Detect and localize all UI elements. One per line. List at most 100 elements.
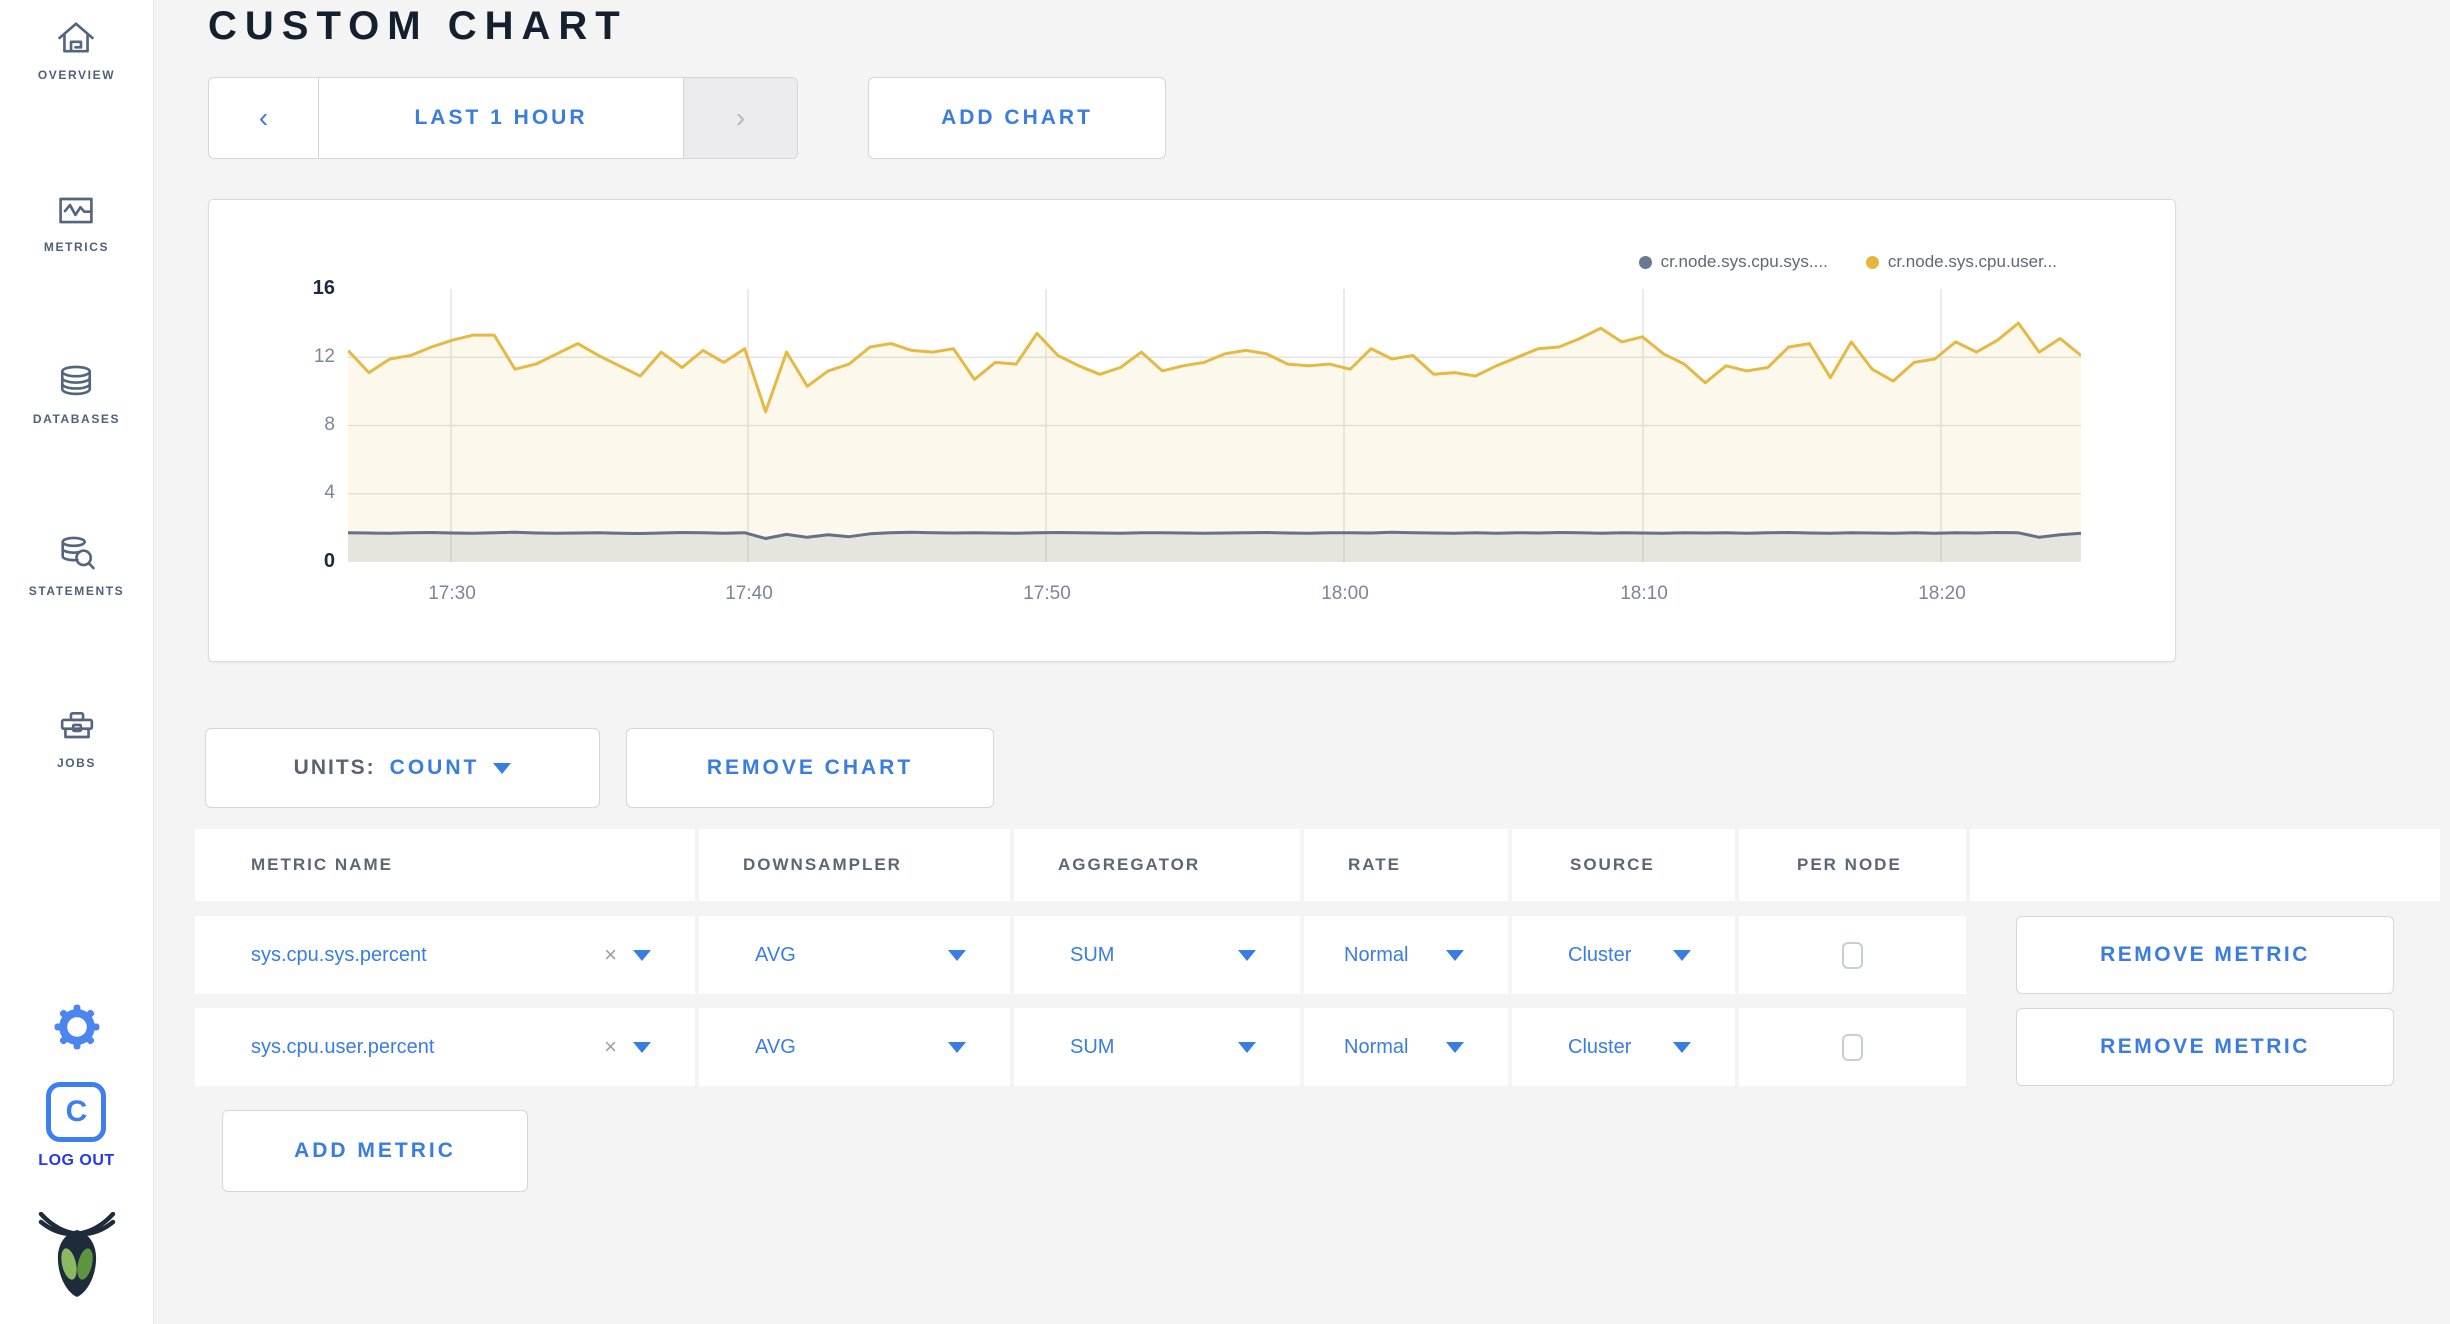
remove-metric-button[interactable]: REMOVE METRIC [2016,916,2394,994]
source-value: Cluster [1568,1035,1632,1058]
metric-name-dropdown[interactable]: sys.cpu.sys.percent × [195,916,695,994]
col-header-aggregator: AGGREGATOR [1014,829,1300,901]
col-header-rate: RATE [1304,829,1508,901]
x-axis-tick: 17:40 [725,583,773,604]
downsampler-value: AVG [755,1035,796,1058]
toolbar: ‹ LAST 1 HOUR › ADD CHART [208,77,2450,159]
time-range-selector: ‹ LAST 1 HOUR › [208,77,798,159]
statements-search-icon [60,536,95,570]
chevron-right-icon: › [735,102,746,133]
home-icon [58,22,95,53]
sidebar-item-databases[interactable]: DATABASES [33,360,120,426]
legend-dot-sys [1638,255,1652,269]
time-range-dropdown[interactable]: LAST 1 HOUR [319,78,683,158]
aggregator-dropdown[interactable]: SUM [1014,1008,1300,1086]
sidebar-item-statements[interactable]: STATEMENTS [29,532,125,598]
rate-dropdown[interactable]: Normal [1304,1008,1508,1086]
metrics-table: METRIC NAME DOWNSAMPLER AGGREGATOR RATE … [195,829,2440,1086]
col-header-downsampler: DOWNSAMPLER [699,829,1010,901]
rate-value: Normal [1344,943,1409,966]
table-row: sys.cpu.user.percent × AVG SUM Normal Cl… [195,1008,2440,1086]
chevron-down-icon [948,1041,966,1053]
metric-name-value: sys.cpu.user.percent [251,1035,435,1058]
time-range-label: LAST 1 HOUR [414,106,588,129]
aggregator-dropdown[interactable]: SUM [1014,916,1300,994]
downsampler-value: AVG [755,943,796,966]
units-dropdown[interactable]: UNITS: COUNT [205,728,600,808]
remove-chart-button[interactable]: REMOVE CHART [626,728,994,808]
clear-metric-icon[interactable]: × [604,1034,617,1059]
metric-name-dropdown[interactable]: sys.cpu.user.percent × [195,1008,695,1086]
table-row: sys.cpu.sys.percent × AVG SUM Normal Clu… [195,916,2440,994]
downsampler-dropdown[interactable]: AVG [699,1008,1010,1086]
units-value: COUNT [389,756,480,779]
sidebar-item-jobs[interactable]: JOBS [55,704,99,770]
sidebar-item-overview[interactable]: OVERVIEW [38,16,115,82]
aggregator-value: SUM [1070,1035,1115,1058]
chevron-down-icon [1673,949,1691,961]
table-header-row: METRIC NAME DOWNSAMPLER AGGREGATOR RATE … [195,829,2440,901]
legend-item-user: cr.node.sys.cpu.user... [1865,252,2057,272]
briefcase-icon [60,712,93,739]
main-content: CUSTOM CHART ‹ LAST 1 HOUR › ADD CHART c… [154,0,2450,1324]
col-header-metric-name: METRIC NAME [195,829,695,901]
chevron-down-icon [633,949,651,961]
remove-metric-button[interactable]: REMOVE METRIC [2016,1008,2394,1086]
logout-button[interactable]: C LOG OUT [38,1082,114,1170]
per-node-checkbox[interactable] [1842,1033,1863,1061]
cockroach-bug-icon [38,1211,115,1297]
y-axis-tick: 8 [324,414,335,435]
settings-button[interactable] [54,1004,100,1050]
units-label: UNITS: [293,756,376,779]
x-axis-tick: 17:50 [1023,583,1071,604]
x-axis-tick: 18:00 [1321,583,1369,604]
sidebar-bottom-group: C LOG OUT [37,1004,117,1324]
time-range-next-button[interactable]: › [683,78,797,158]
chevron-down-icon [1673,1041,1691,1053]
sidebar-item-label: METRICS [43,240,110,254]
per-node-checkbox[interactable] [1842,941,1863,969]
page-title: CUSTOM CHART [208,4,628,48]
source-value: Cluster [1568,943,1632,966]
chart-card: cr.node.sys.cpu.sys.... cr.node.sys.cpu.… [208,199,2176,662]
add-metric-button[interactable]: ADD METRIC [222,1110,528,1192]
x-axis-tick: 18:20 [1918,583,1966,604]
gear-icon [54,1004,99,1050]
col-header-actions [1970,829,2440,901]
y-axis-tick: 12 [313,346,335,367]
chevron-left-icon: ‹ [258,102,269,133]
x-axis-tick: 18:10 [1620,583,1668,604]
cockroachdb-logo [37,1211,117,1298]
add-chart-button[interactable]: ADD CHART [868,77,1166,159]
aggregator-value: SUM [1070,943,1115,966]
y-axis-tick: 0 [323,550,335,572]
timeseries-plot [348,289,2081,562]
sidebar-item-label: JOBS [56,756,97,770]
downsampler-dropdown[interactable]: AVG [699,916,1010,994]
rate-dropdown[interactable]: Normal [1304,916,1508,994]
legend-item-sys: cr.node.sys.cpu.sys.... [1638,252,1828,272]
sidebar: OVERVIEW METRICS DATABASES STATEMENTS [0,0,154,1324]
legend-label: cr.node.sys.cpu.user... [1887,252,2057,271]
clear-metric-icon[interactable]: × [604,942,617,967]
sidebar-item-label: OVERVIEW [37,68,116,82]
col-header-per-node: PER NODE [1739,829,1966,901]
chevron-down-icon [1238,1041,1256,1053]
y-axis-tick: 16 [312,277,335,299]
rate-value: Normal [1344,1035,1409,1058]
y-axis-tick: 4 [324,482,335,503]
x-axis-tick: 17:30 [428,583,476,604]
legend-label: cr.node.sys.cpu.sys.... [1660,252,1828,271]
source-dropdown[interactable]: Cluster [1512,1008,1735,1086]
actions-cell: REMOVE METRIC [1970,1008,2440,1086]
col-header-source: SOURCE [1512,829,1735,901]
time-range-prev-button[interactable]: ‹ [209,78,319,158]
chart-legend: cr.node.sys.cpu.sys.... cr.node.sys.cpu.… [1638,252,2057,272]
chevron-down-icon [1238,949,1256,961]
source-dropdown[interactable]: Cluster [1512,916,1735,994]
chevron-down-icon [1446,949,1464,961]
sidebar-item-metrics[interactable]: METRICS [44,188,109,254]
chevron-down-icon [948,949,966,961]
chevron-down-icon [1446,1041,1464,1053]
logout-letter: C [65,1095,88,1128]
